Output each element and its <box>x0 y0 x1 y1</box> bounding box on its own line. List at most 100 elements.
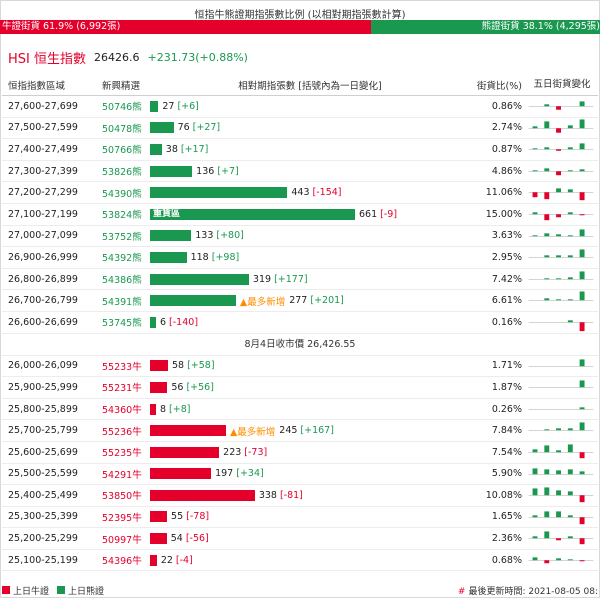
sparkline-bar <box>579 119 585 128</box>
product-code-link[interactable]: 50746熊 <box>102 102 142 114</box>
ratio-cell: 5.90% <box>491 468 522 480</box>
five-day-sparkline <box>528 119 594 133</box>
product-code-link[interactable]: 54396牛 <box>102 556 142 568</box>
product-code-link[interactable]: 50766熊 <box>102 145 142 157</box>
sparkline-bar <box>532 170 538 172</box>
sparkline-bar <box>567 170 573 172</box>
five-day-sparkline <box>528 228 594 237</box>
sparkline-bar <box>544 147 550 150</box>
sparkline-bar <box>532 557 538 561</box>
ratio-cell: 7.84% <box>491 425 522 437</box>
five-day-sparkline <box>528 212 594 221</box>
table-row: 26,900-26,999 54392熊 118 [+98] 2.95% <box>2 247 598 269</box>
qty-change: [+17] <box>180 143 209 155</box>
sparkline-bar <box>544 121 550 128</box>
product-code-link[interactable]: 55236牛 <box>102 426 142 438</box>
sparkline-bar <box>579 495 585 503</box>
sparkline-bar <box>567 212 573 215</box>
sparkline-bar <box>556 450 561 453</box>
sparkline-bar <box>567 536 573 539</box>
sparkline-bar <box>579 422 585 431</box>
contracts-cell: 27 [+6] <box>150 96 470 117</box>
heavy-zone-label: 重貨區 <box>153 208 181 219</box>
ratio-cell: 7.54% <box>491 446 522 458</box>
table-row: 27,600-27,699 50746熊 27 [+6] 0.86% <box>2 96 598 118</box>
sparkline-bar <box>567 124 573 128</box>
range-cell: 25,700-25,799 <box>8 425 78 437</box>
product-code-link[interactable]: 55235牛 <box>102 448 142 460</box>
five-day-sparkline <box>528 188 594 201</box>
range-cell: 25,900-25,999 <box>8 381 78 393</box>
index-name[interactable]: HSI 恒生指數 <box>8 51 86 67</box>
five-day-cell <box>526 485 598 506</box>
five-day-sparkline <box>528 271 594 280</box>
qty-change: [-9] <box>380 208 398 220</box>
sparkline-bar <box>544 511 550 517</box>
product-code-link[interactable]: 53850牛 <box>102 491 142 503</box>
range-cell: 27,500-27,599 <box>8 122 78 134</box>
five-day-cell <box>526 204 598 225</box>
five-day-cell <box>526 442 598 463</box>
five-day-sparkline <box>528 168 594 176</box>
bear-qty-bar <box>150 230 192 242</box>
product-code-link[interactable]: 52395牛 <box>102 512 142 524</box>
range-cell: 25,100-25,199 <box>8 554 78 566</box>
product-code-link[interactable]: 53826熊 <box>102 167 142 179</box>
product-code-link[interactable]: 53824熊 <box>102 210 142 222</box>
updated-text: 最後更新時間: 2021-08-05 08: <box>468 586 598 597</box>
five-day-cell <box>526 399 598 420</box>
product-code-link[interactable]: 53752熊 <box>102 231 142 243</box>
product-code-link[interactable]: 50478熊 <box>102 123 142 135</box>
product-code-link[interactable]: 54391熊 <box>102 296 142 308</box>
five-day-sparkline <box>528 320 594 332</box>
sparkline-bar <box>544 560 550 564</box>
qty-change: [+27] <box>192 122 221 134</box>
qty-change: [+80] <box>216 230 244 242</box>
five-day-cell <box>526 507 598 528</box>
product-code-link[interactable]: 55231牛 <box>102 383 142 395</box>
sparkline-bar <box>556 149 561 151</box>
last-updated: # 最後更新時間: 2021-08-05 08: <box>458 584 598 597</box>
qty-value: 27 <box>162 100 175 112</box>
qty-value: 22 <box>160 554 173 566</box>
range-cell: 25,200-25,299 <box>8 533 78 545</box>
range-cell: 27,100-27,199 <box>8 208 78 220</box>
qty-change: [-154] <box>312 187 342 199</box>
product-code-link[interactable]: 50997牛 <box>102 534 142 546</box>
bull-qty-bar <box>150 403 156 415</box>
sparkline-bar <box>532 192 538 198</box>
product-code-link[interactable]: 54392熊 <box>102 253 142 265</box>
ratio-cell: 0.87% <box>491 143 522 155</box>
product-code-link[interactable]: 55233牛 <box>102 361 142 373</box>
ratio-cell: 0.86% <box>491 100 522 112</box>
sparkline-bar <box>532 148 538 150</box>
sparkline-bar <box>556 255 561 258</box>
qty-value: 319 <box>252 273 272 285</box>
product-code-link[interactable]: 54291牛 <box>102 469 142 481</box>
bull-qty-bar <box>150 425 226 437</box>
footer: 上日牛證 上日熊證 # 最後更新時間: 2021-08-05 08: <box>2 583 598 597</box>
product-code-link[interactable]: 54360牛 <box>102 405 142 417</box>
sparkline-bar <box>544 104 550 107</box>
sparkline-bar <box>556 233 561 236</box>
qty-change: [+6] <box>177 100 199 112</box>
qty-change: [+58] <box>187 360 215 372</box>
qty-value: 133 <box>195 230 214 242</box>
sparkline-bar <box>579 291 585 301</box>
contracts-cell: 319 [+177] <box>150 269 470 290</box>
sparkline-bar <box>579 101 585 107</box>
range-cell: 27,400-27,499 <box>8 143 78 155</box>
five-day-sparkline <box>528 249 594 258</box>
contracts-cell: 118 [+98] <box>150 247 470 268</box>
product-code-link[interactable]: 54390熊 <box>102 188 142 200</box>
sparkline-bar <box>556 428 561 431</box>
updated-hash: # <box>457 586 466 597</box>
product-code-link[interactable]: 53745熊 <box>102 318 142 330</box>
contracts-cell: 136 [+7] <box>150 161 470 182</box>
sparkline-bar <box>532 488 538 496</box>
bear-qty-bar <box>150 251 187 263</box>
bear-qty-bar <box>150 143 162 155</box>
range-cell: 25,300-25,399 <box>8 511 78 523</box>
bull-qty-bar <box>150 489 255 501</box>
product-code-link[interactable]: 54386熊 <box>102 275 142 287</box>
